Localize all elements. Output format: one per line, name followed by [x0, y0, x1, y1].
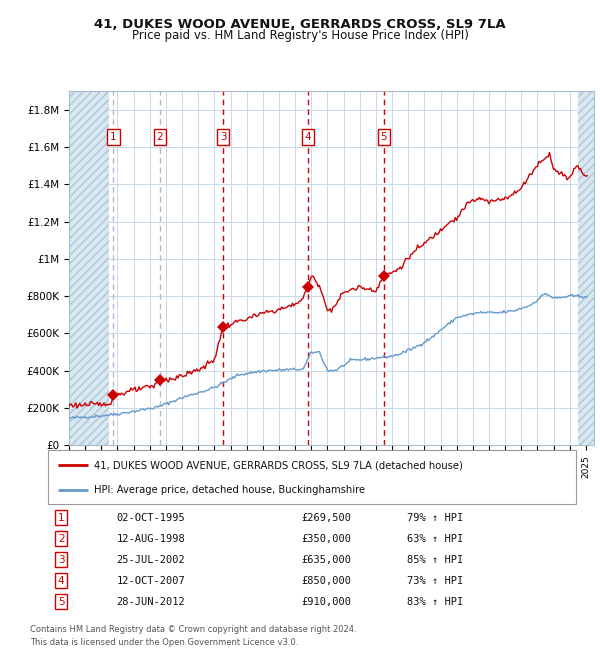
Text: £850,000: £850,000 [301, 576, 352, 586]
Bar [578, 91, 594, 445]
Text: £910,000: £910,000 [301, 597, 352, 606]
FancyBboxPatch shape [48, 450, 576, 504]
Text: 2: 2 [58, 534, 65, 543]
Text: 4: 4 [305, 132, 311, 142]
Text: Price paid vs. HM Land Registry's House Price Index (HPI): Price paid vs. HM Land Registry's House … [131, 29, 469, 42]
Text: 1: 1 [58, 513, 65, 523]
Text: 3: 3 [220, 132, 227, 142]
Text: 85% ↑ HPI: 85% ↑ HPI [407, 554, 463, 565]
Text: 63% ↑ HPI: 63% ↑ HPI [407, 534, 463, 543]
Text: 83% ↑ HPI: 83% ↑ HPI [407, 597, 463, 606]
Text: 4: 4 [58, 576, 65, 586]
Text: 5: 5 [58, 597, 65, 606]
Text: HPI: Average price, detached house, Buckinghamshire: HPI: Average price, detached house, Buck… [94, 486, 365, 495]
Text: 12-AUG-1998: 12-AUG-1998 [116, 534, 185, 543]
Text: 5: 5 [380, 132, 388, 142]
Text: 02-OCT-1995: 02-OCT-1995 [116, 513, 185, 523]
Text: 73% ↑ HPI: 73% ↑ HPI [407, 576, 463, 586]
Text: 79% ↑ HPI: 79% ↑ HPI [407, 513, 463, 523]
Bar [69, 91, 109, 445]
Text: 25-JUL-2002: 25-JUL-2002 [116, 554, 185, 565]
Text: 1: 1 [110, 132, 117, 142]
Text: 12-OCT-2007: 12-OCT-2007 [116, 576, 185, 586]
Text: 41, DUKES WOOD AVENUE, GERRARDS CROSS, SL9 7LA: 41, DUKES WOOD AVENUE, GERRARDS CROSS, S… [94, 18, 506, 31]
Text: £269,500: £269,500 [301, 513, 352, 523]
Text: 2: 2 [157, 132, 163, 142]
Text: £350,000: £350,000 [301, 534, 352, 543]
Text: £635,000: £635,000 [301, 554, 352, 565]
Text: 3: 3 [58, 554, 65, 565]
Text: 41, DUKES WOOD AVENUE, GERRARDS CROSS, SL9 7LA (detached house): 41, DUKES WOOD AVENUE, GERRARDS CROSS, S… [94, 460, 463, 471]
Text: Contains HM Land Registry data © Crown copyright and database right 2024.
This d: Contains HM Land Registry data © Crown c… [30, 625, 356, 647]
Text: 28-JUN-2012: 28-JUN-2012 [116, 597, 185, 606]
